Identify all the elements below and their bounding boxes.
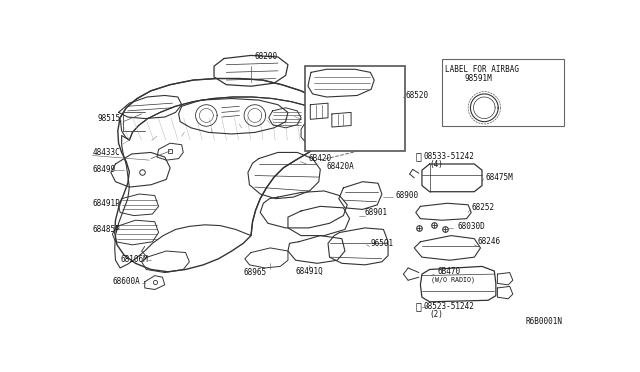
Text: (4): (4) <box>429 160 444 169</box>
Text: Ⓢ: Ⓢ <box>416 301 422 311</box>
Text: 48433C: 48433C <box>92 148 120 157</box>
Text: 68030D: 68030D <box>458 222 485 231</box>
Text: 68200: 68200 <box>254 52 277 61</box>
Text: 68965: 68965 <box>243 268 266 277</box>
Text: 68106M: 68106M <box>120 255 148 264</box>
Text: 68475M: 68475M <box>485 173 513 182</box>
Text: 68491P: 68491P <box>92 199 120 208</box>
Text: 96501: 96501 <box>371 239 394 248</box>
Text: R6B0001N: R6B0001N <box>525 317 562 326</box>
Text: 68520: 68520 <box>405 91 428 100</box>
Text: 68420A: 68420A <box>326 162 354 171</box>
Text: 68252: 68252 <box>471 203 494 212</box>
Text: 68491Q: 68491Q <box>296 266 323 276</box>
Text: 6B420: 6B420 <box>308 154 332 163</box>
Bar <box>442 58 564 126</box>
Text: 68600A: 68600A <box>113 277 140 286</box>
Text: 08533-51242: 08533-51242 <box>424 152 474 161</box>
Text: LABEL FOR AIRBAG: LABEL FOR AIRBAG <box>445 65 519 74</box>
Text: (2): (2) <box>429 310 444 319</box>
Text: 98591M: 98591M <box>464 74 492 83</box>
Text: 6B470: 6B470 <box>437 266 460 276</box>
Text: 68246: 68246 <box>477 237 500 246</box>
Text: 68485P: 68485P <box>92 225 120 234</box>
Text: 98515: 98515 <box>97 114 120 123</box>
Text: (W/O RADIO): (W/O RADIO) <box>431 276 475 283</box>
Text: 68901: 68901 <box>365 208 388 217</box>
Text: Ⓢ: Ⓢ <box>416 151 422 161</box>
Text: 08523-51242: 08523-51242 <box>424 302 474 311</box>
Bar <box>305 66 405 151</box>
Text: 68900: 68900 <box>396 191 419 200</box>
Text: 68499: 68499 <box>92 165 115 174</box>
